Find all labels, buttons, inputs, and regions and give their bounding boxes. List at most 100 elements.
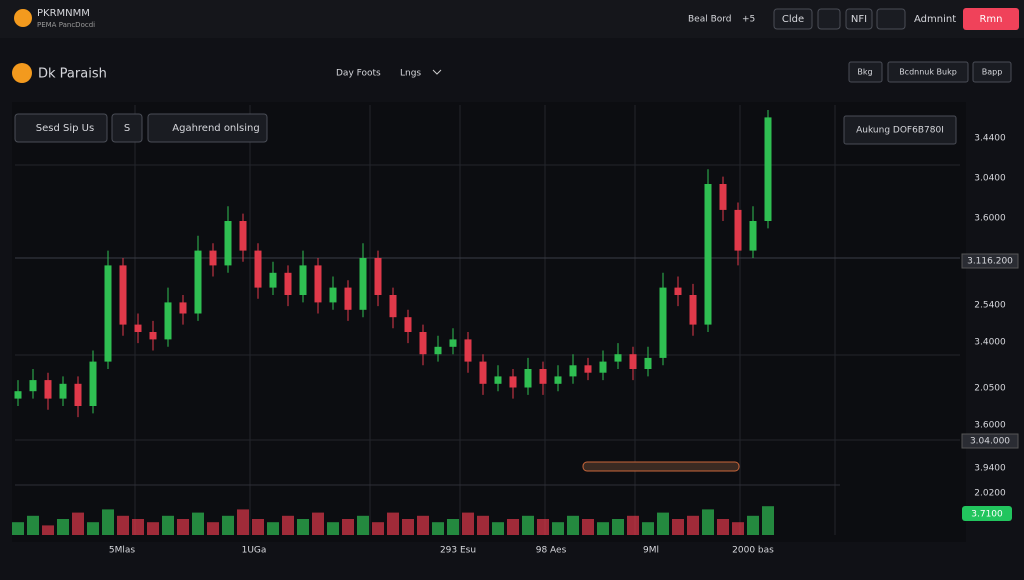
candle-body bbox=[734, 209, 742, 251]
button[interactable] bbox=[817, 8, 841, 30]
volume-bar bbox=[717, 519, 729, 535]
volume-bar bbox=[537, 519, 549, 535]
control[interactable] bbox=[111, 113, 143, 143]
button-label[interactable]: Bkg bbox=[857, 68, 872, 77]
candle-body bbox=[644, 357, 652, 369]
candle-body bbox=[314, 265, 322, 303]
volume-bar bbox=[12, 522, 24, 535]
volume-bar bbox=[642, 522, 654, 535]
control-label[interactable]: Agahrend onlsing bbox=[172, 123, 259, 134]
volume-bar bbox=[162, 515, 174, 535]
candle-body bbox=[119, 265, 127, 325]
volume-bar bbox=[87, 522, 99, 535]
volume-bar bbox=[327, 522, 339, 535]
volume-bar bbox=[432, 522, 444, 535]
candle-body bbox=[689, 295, 697, 325]
control-label[interactable]: Sesd Sip Us bbox=[36, 123, 94, 134]
volume-bar bbox=[372, 522, 384, 535]
scroll-bar[interactable] bbox=[582, 461, 740, 472]
candle-body bbox=[299, 265, 307, 295]
price-tag bbox=[961, 433, 1019, 449]
button-label[interactable]: Bcdnnuk Bukp bbox=[899, 68, 957, 77]
candle-body bbox=[224, 221, 232, 266]
volume-bar bbox=[762, 506, 774, 535]
candle-body bbox=[254, 250, 262, 288]
volume-bar bbox=[522, 515, 534, 535]
price-box-label: Aukung DOF6B780I bbox=[856, 126, 944, 136]
candle-body bbox=[134, 324, 142, 332]
mode[interactable]: Lngs bbox=[400, 69, 421, 79]
candle-body bbox=[209, 250, 217, 266]
volume-bar bbox=[657, 512, 669, 535]
candle-body bbox=[524, 369, 532, 388]
volume-bar bbox=[297, 519, 309, 535]
control[interactable] bbox=[147, 113, 268, 143]
candle-body bbox=[389, 295, 397, 318]
timeframe[interactable]: Day Foots bbox=[336, 69, 381, 79]
volume-bar bbox=[477, 515, 489, 535]
volume-bar bbox=[192, 512, 204, 535]
volume-bar bbox=[357, 515, 369, 535]
button[interactable] bbox=[773, 8, 813, 30]
dropdown-arrow bbox=[432, 69, 442, 75]
volume-bar bbox=[462, 512, 474, 535]
y-axis-label: 3.6000 bbox=[974, 214, 1006, 224]
volume-bar bbox=[147, 522, 159, 535]
x-axis-label: 98 Aes bbox=[536, 546, 567, 556]
candle-body bbox=[14, 391, 22, 399]
status: Beal Bord bbox=[688, 15, 732, 25]
candle-body bbox=[44, 380, 52, 399]
candle-body bbox=[89, 361, 97, 406]
candle-body bbox=[494, 376, 502, 384]
button[interactable] bbox=[887, 61, 969, 83]
status-delta: +5 bbox=[742, 15, 755, 25]
volume-bar bbox=[42, 525, 54, 535]
button[interactable] bbox=[876, 8, 906, 30]
x-axis-label: 2000 bas bbox=[732, 546, 774, 556]
volume-bar bbox=[687, 515, 699, 535]
volume-bar bbox=[402, 519, 414, 535]
volume-bar bbox=[72, 512, 84, 535]
y-axis-label: 3.6000 bbox=[974, 421, 1006, 431]
volume-bar bbox=[237, 509, 249, 535]
button-label[interactable]: Bapp bbox=[982, 68, 1003, 77]
volume-bar bbox=[447, 519, 459, 535]
candle-body bbox=[269, 272, 277, 288]
volume-bar bbox=[702, 509, 714, 535]
candle-body bbox=[59, 383, 67, 399]
volume-bar bbox=[507, 519, 519, 535]
candle-body bbox=[704, 184, 712, 325]
primary-button[interactable] bbox=[963, 8, 1019, 30]
candle-body bbox=[539, 369, 547, 384]
y-axis-label: 3.4400 bbox=[974, 134, 1006, 144]
button-label[interactable]: Clde bbox=[782, 14, 804, 25]
button-label[interactable]: NFI bbox=[851, 14, 867, 25]
volume-bar bbox=[252, 519, 264, 535]
volume-bar bbox=[732, 522, 744, 535]
button[interactable] bbox=[972, 61, 1012, 83]
volume-bar bbox=[57, 519, 69, 535]
candle-body bbox=[74, 383, 82, 406]
button[interactable] bbox=[848, 61, 883, 83]
candle-body bbox=[434, 346, 442, 355]
x-axis-label: 5Mlas bbox=[109, 546, 136, 556]
button-label[interactable]: Admnint bbox=[914, 14, 956, 25]
chart-panel bbox=[12, 102, 966, 542]
control[interactable] bbox=[14, 113, 108, 143]
candle-body bbox=[29, 380, 37, 392]
y-axis-label: 3.04.000 bbox=[970, 437, 1010, 447]
control-label[interactable]: S bbox=[124, 123, 130, 134]
volume-bar bbox=[222, 515, 234, 535]
button[interactable] bbox=[845, 8, 873, 30]
volume-bar bbox=[492, 522, 504, 535]
volume-bar bbox=[417, 515, 429, 535]
candle-body bbox=[104, 265, 112, 362]
volume-bar bbox=[582, 519, 594, 535]
candle-body bbox=[479, 361, 487, 384]
primary-label[interactable]: Rmn bbox=[979, 14, 1002, 25]
candle-body bbox=[509, 376, 517, 388]
volume-bar bbox=[612, 519, 624, 535]
candle-body bbox=[344, 287, 352, 310]
